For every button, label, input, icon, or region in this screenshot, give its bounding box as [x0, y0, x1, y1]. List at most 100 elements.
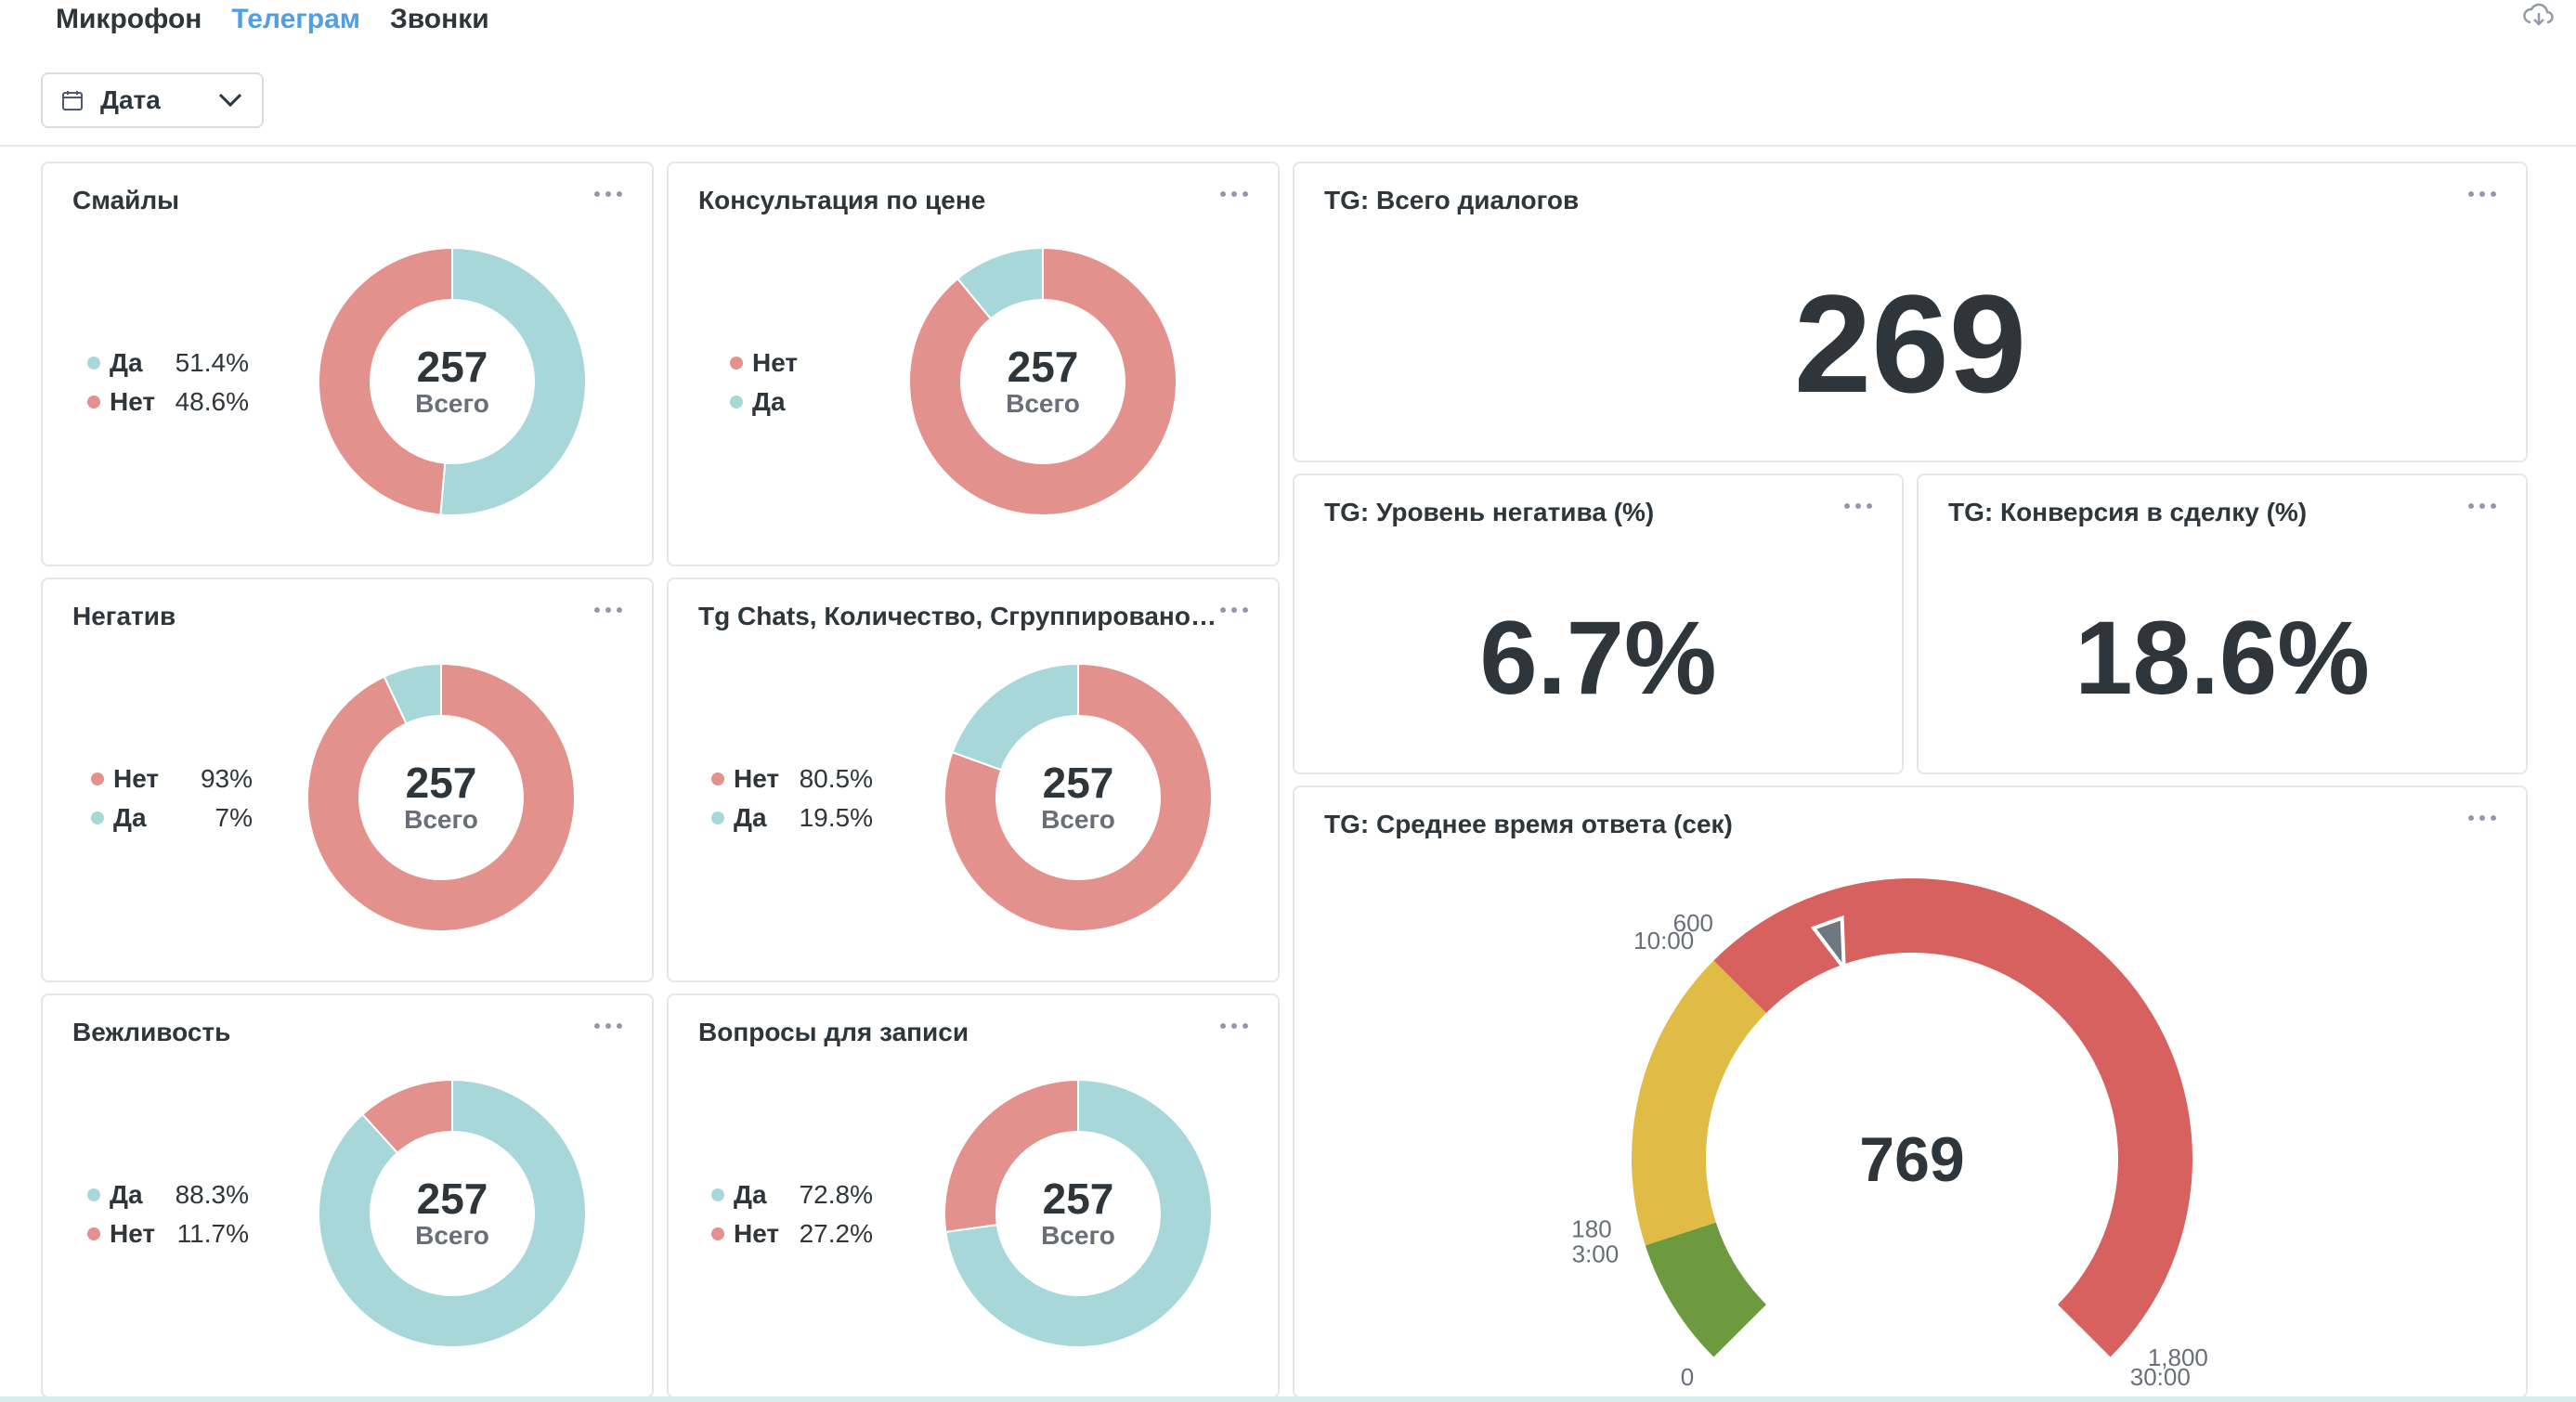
scalar-value: 6.7% — [1479, 600, 1717, 716]
dashboard-tabs: Микрофон Телеграм Звонки — [56, 4, 489, 35]
gauge-segment[interactable] — [1645, 1222, 1767, 1357]
donut-chart: 257 Всего — [306, 663, 576, 932]
legend-dot — [91, 772, 104, 785]
more-options-icon[interactable] — [594, 1021, 622, 1031]
cloud-download-icon[interactable] — [2522, 2, 2556, 28]
more-options-icon[interactable] — [2468, 813, 2496, 823]
legend-item[interactable]: Нет 27.2% — [711, 1214, 873, 1253]
chart-legend: Да 51.4% Нет 48.6% — [87, 344, 249, 422]
more-options-icon[interactable] — [594, 189, 622, 199]
donut-slice[interactable] — [944, 1079, 1213, 1348]
legend-item[interactable]: Да 72.8% — [711, 1175, 873, 1214]
legend-label: Нет — [110, 1219, 156, 1248]
donut-slice[interactable] — [439, 247, 587, 516]
legend-label: Да — [110, 1180, 143, 1209]
legend-item[interactable]: Нет 48.6% — [87, 383, 249, 422]
gauge-tick-label: 180 — [1571, 1214, 1611, 1242]
legend-dot — [87, 1188, 100, 1201]
gauge-card-response-time: TG: Среднее время ответа (сек) 0 3:00 180 1… — [1293, 785, 2528, 1398]
scalar-card-negativity: TG: Уровень негатива (%) 6.7% — [1293, 474, 1904, 774]
legend-percent: 11.7% — [176, 1219, 249, 1248]
gauge-segment[interactable] — [1713, 878, 2192, 1357]
card-title: Вежливость — [72, 1018, 231, 1046]
donut-slice[interactable] — [306, 663, 576, 932]
scalar-card-total-dialogs: TG: Всего диалогов 269 — [1293, 162, 2528, 462]
legend-dot — [730, 357, 743, 370]
gauge-tick-label: 0 — [1681, 1363, 1694, 1391]
gauge-segment[interactable] — [1632, 960, 1767, 1246]
more-options-icon[interactable] — [594, 605, 622, 615]
more-options-icon[interactable] — [1844, 501, 1872, 511]
legend-item[interactable]: Да 51.4% — [87, 344, 249, 383]
chart-card-price-consultation: Консультация по цене Нет Да 257 Всего — [667, 162, 1280, 566]
chart-card-booking-questions: Вопросы для записи Да 72.8% Нет 27.2% 257 Вс… — [667, 993, 1280, 1398]
donut-chart: 257 Всего — [943, 1079, 1213, 1348]
card-title: Вопросы для записи — [698, 1018, 969, 1046]
legend-label: Да — [110, 348, 143, 377]
legend-item[interactable]: Да 19.5% — [711, 798, 873, 837]
date-filter[interactable]: Дата — [41, 72, 264, 128]
legend-percent: 48.6% — [175, 387, 249, 416]
donut-slice[interactable] — [943, 663, 1213, 932]
tab-microphone[interactable]: Микрофон — [56, 4, 202, 34]
scalar-value: 18.6% — [2075, 600, 2370, 716]
donut-slice[interactable] — [383, 663, 442, 725]
legend-percent: 27.2% — [799, 1219, 873, 1248]
chart-legend: Нет 80.5% Да 19.5% — [711, 759, 873, 837]
legend-item[interactable]: Нет 80.5% — [711, 759, 873, 798]
gauge-value: 769 — [1859, 1124, 1964, 1195]
gauge-tick-label: 600 — [1673, 909, 1713, 937]
gauge-tick-label: 3:00 — [1572, 1240, 1620, 1268]
legend-label: Нет — [752, 348, 799, 377]
more-options-icon[interactable] — [1220, 189, 1248, 199]
legend-dot — [730, 396, 743, 409]
legend-percent: 19.5% — [799, 803, 873, 832]
chart-legend: Да 88.3% Нет 11.7% — [87, 1175, 249, 1253]
more-options-icon[interactable] — [1220, 605, 1248, 615]
gauge-tick-label: 1,800 — [2148, 1344, 2208, 1371]
donut-slice[interactable] — [951, 663, 1079, 772]
legend-item[interactable]: Нет — [730, 344, 808, 383]
legend-percent: 72.8% — [799, 1180, 873, 1209]
gauge-tick-label: 30:00 — [2130, 1363, 2191, 1391]
more-options-icon[interactable] — [1220, 1021, 1248, 1031]
legend-item[interactable]: Да 7% — [91, 798, 253, 837]
legend-label: Да — [752, 387, 786, 416]
donut-slice[interactable] — [361, 1079, 453, 1155]
gauge-pointer — [1810, 915, 1846, 974]
legend-dot — [87, 357, 100, 370]
donut-slice[interactable] — [908, 247, 1177, 516]
legend-item[interactable]: Нет 93% — [91, 759, 253, 798]
legend-dot — [711, 1188, 724, 1201]
legend-item[interactable]: Да 88.3% — [87, 1175, 249, 1214]
scalar-value: 269 — [1793, 266, 2027, 422]
tab-calls[interactable]: Звонки — [389, 4, 489, 34]
donut-slice[interactable] — [318, 247, 453, 516]
donut-slice[interactable] — [956, 247, 1044, 320]
donut-chart: 257 Всего — [908, 247, 1177, 516]
legend-dot — [87, 1227, 100, 1240]
legend-item[interactable]: Нет 11.7% — [87, 1214, 249, 1253]
legend-item[interactable]: Да — [730, 383, 808, 422]
card-title: Негатив — [72, 602, 176, 630]
card-title: TG: Уровень негатива (%) — [1324, 498, 1655, 526]
donut-slice[interactable] — [318, 1079, 587, 1348]
tab-telegram[interactable]: Телеграм — [231, 4, 360, 34]
more-options-icon[interactable] — [2468, 501, 2496, 511]
legend-label: Нет — [110, 387, 156, 416]
legend-label: Да — [113, 803, 147, 832]
chart-card-negative: Негатив Нет 93% Да 7% 257 Всего — [41, 578, 654, 982]
legend-dot — [711, 772, 724, 785]
card-title: TG: Всего диалогов — [1324, 186, 1580, 214]
legend-percent: 7% — [215, 803, 253, 832]
card-title: TG: Конверсия в сделку (%) — [1948, 498, 2308, 526]
legend-percent: 88.3% — [175, 1180, 249, 1209]
legend-percent: 80.5% — [799, 764, 873, 793]
card-title: Консультация по цене — [698, 186, 986, 214]
more-options-icon[interactable] — [2468, 189, 2496, 199]
chart-legend: Нет Да — [730, 344, 808, 422]
chart-legend: Нет 93% Да 7% — [91, 759, 253, 837]
chart-card-tg-chats-sales: Tg Chats, Количество, Сгруппировано по П… — [667, 578, 1280, 982]
donut-slice[interactable] — [943, 1079, 1079, 1233]
legend-label: Нет — [734, 764, 780, 793]
